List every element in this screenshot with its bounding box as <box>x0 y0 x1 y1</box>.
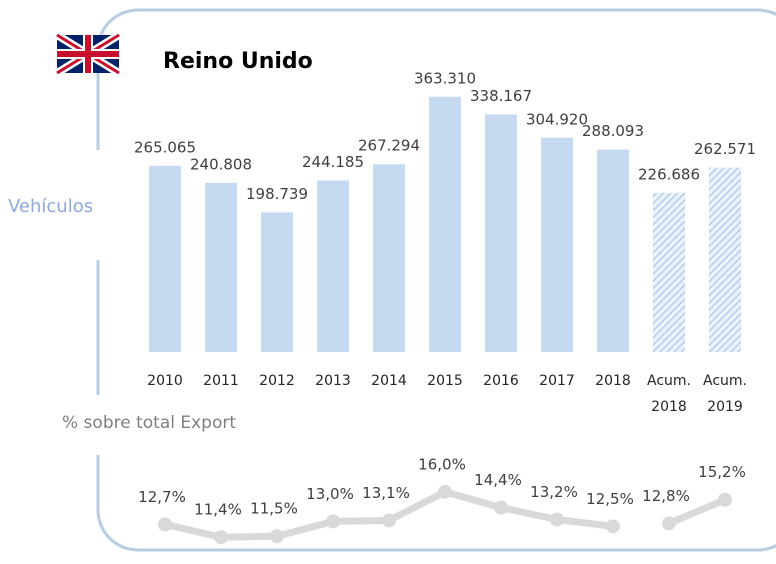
y-axis-label: % sobre total Export <box>62 413 236 433</box>
data-label: 304.920 <box>526 110 588 128</box>
bar <box>485 114 517 352</box>
data-label: 267.294 <box>358 137 420 155</box>
x-tick-label: 2010 <box>147 373 183 389</box>
marker <box>438 484 452 499</box>
bar <box>597 149 629 352</box>
marker <box>550 512 564 527</box>
data-label: 240.808 <box>190 155 252 173</box>
chart-title: Reino Unido <box>163 49 313 74</box>
marker <box>718 492 732 507</box>
marker <box>382 513 396 528</box>
data-label: 13,2% <box>530 483 578 501</box>
bar <box>317 180 349 352</box>
x-tick-label: Acum. 2018 <box>647 373 691 415</box>
frame-gap <box>90 150 110 260</box>
data-label: 226.686 <box>638 165 700 183</box>
flag <box>54 31 122 77</box>
x-tick-label: 2012 <box>259 373 295 389</box>
marker <box>326 514 340 529</box>
data-label: 12,8% <box>642 487 690 505</box>
data-label: 244.185 <box>302 153 364 171</box>
bar <box>709 167 741 352</box>
data-label: 13,1% <box>362 484 410 502</box>
data-label: 198.739 <box>246 185 308 203</box>
data-label: 14,4% <box>474 471 522 489</box>
x-tick-label: 2017 <box>539 373 575 389</box>
marker <box>662 516 676 531</box>
bar <box>373 164 405 352</box>
data-label: 12,7% <box>138 488 186 506</box>
x-tick-label: Acum. 2019 <box>703 373 747 415</box>
bar <box>149 165 181 352</box>
bar <box>653 192 685 352</box>
marker <box>606 519 620 534</box>
bar <box>205 182 237 352</box>
bar <box>541 137 573 352</box>
frame-gap <box>90 395 110 455</box>
x-tick-label: 2018 <box>595 373 631 389</box>
data-label: 15,2% <box>698 463 746 481</box>
x-tick-label: 2011 <box>203 373 239 389</box>
frame <box>96 8 776 552</box>
data-label: 13,0% <box>306 485 354 503</box>
data-label: 288.093 <box>582 122 644 140</box>
x-tick-label: 2014 <box>371 373 407 389</box>
marker <box>158 517 172 532</box>
data-label: 265.065 <box>134 138 196 156</box>
data-label: 363.310 <box>414 69 476 87</box>
x-tick-label: 2016 <box>483 373 519 389</box>
bar <box>261 212 293 352</box>
data-label: 338.167 <box>470 87 532 105</box>
data-label: 12,5% <box>586 490 634 508</box>
marker <box>494 500 508 515</box>
data-label: 11,5% <box>250 500 298 518</box>
data-label: 11,4% <box>194 501 242 519</box>
data-label: 16,0% <box>418 455 466 473</box>
marker <box>270 529 284 544</box>
x-tick-label: 2015 <box>427 373 463 389</box>
x-tick-label: 2013 <box>315 373 351 389</box>
y-axis-label: Vehículos <box>8 196 93 217</box>
data-label: 262.571 <box>694 140 756 158</box>
line <box>667 496 727 527</box>
bar <box>429 96 461 353</box>
marker <box>214 530 228 545</box>
